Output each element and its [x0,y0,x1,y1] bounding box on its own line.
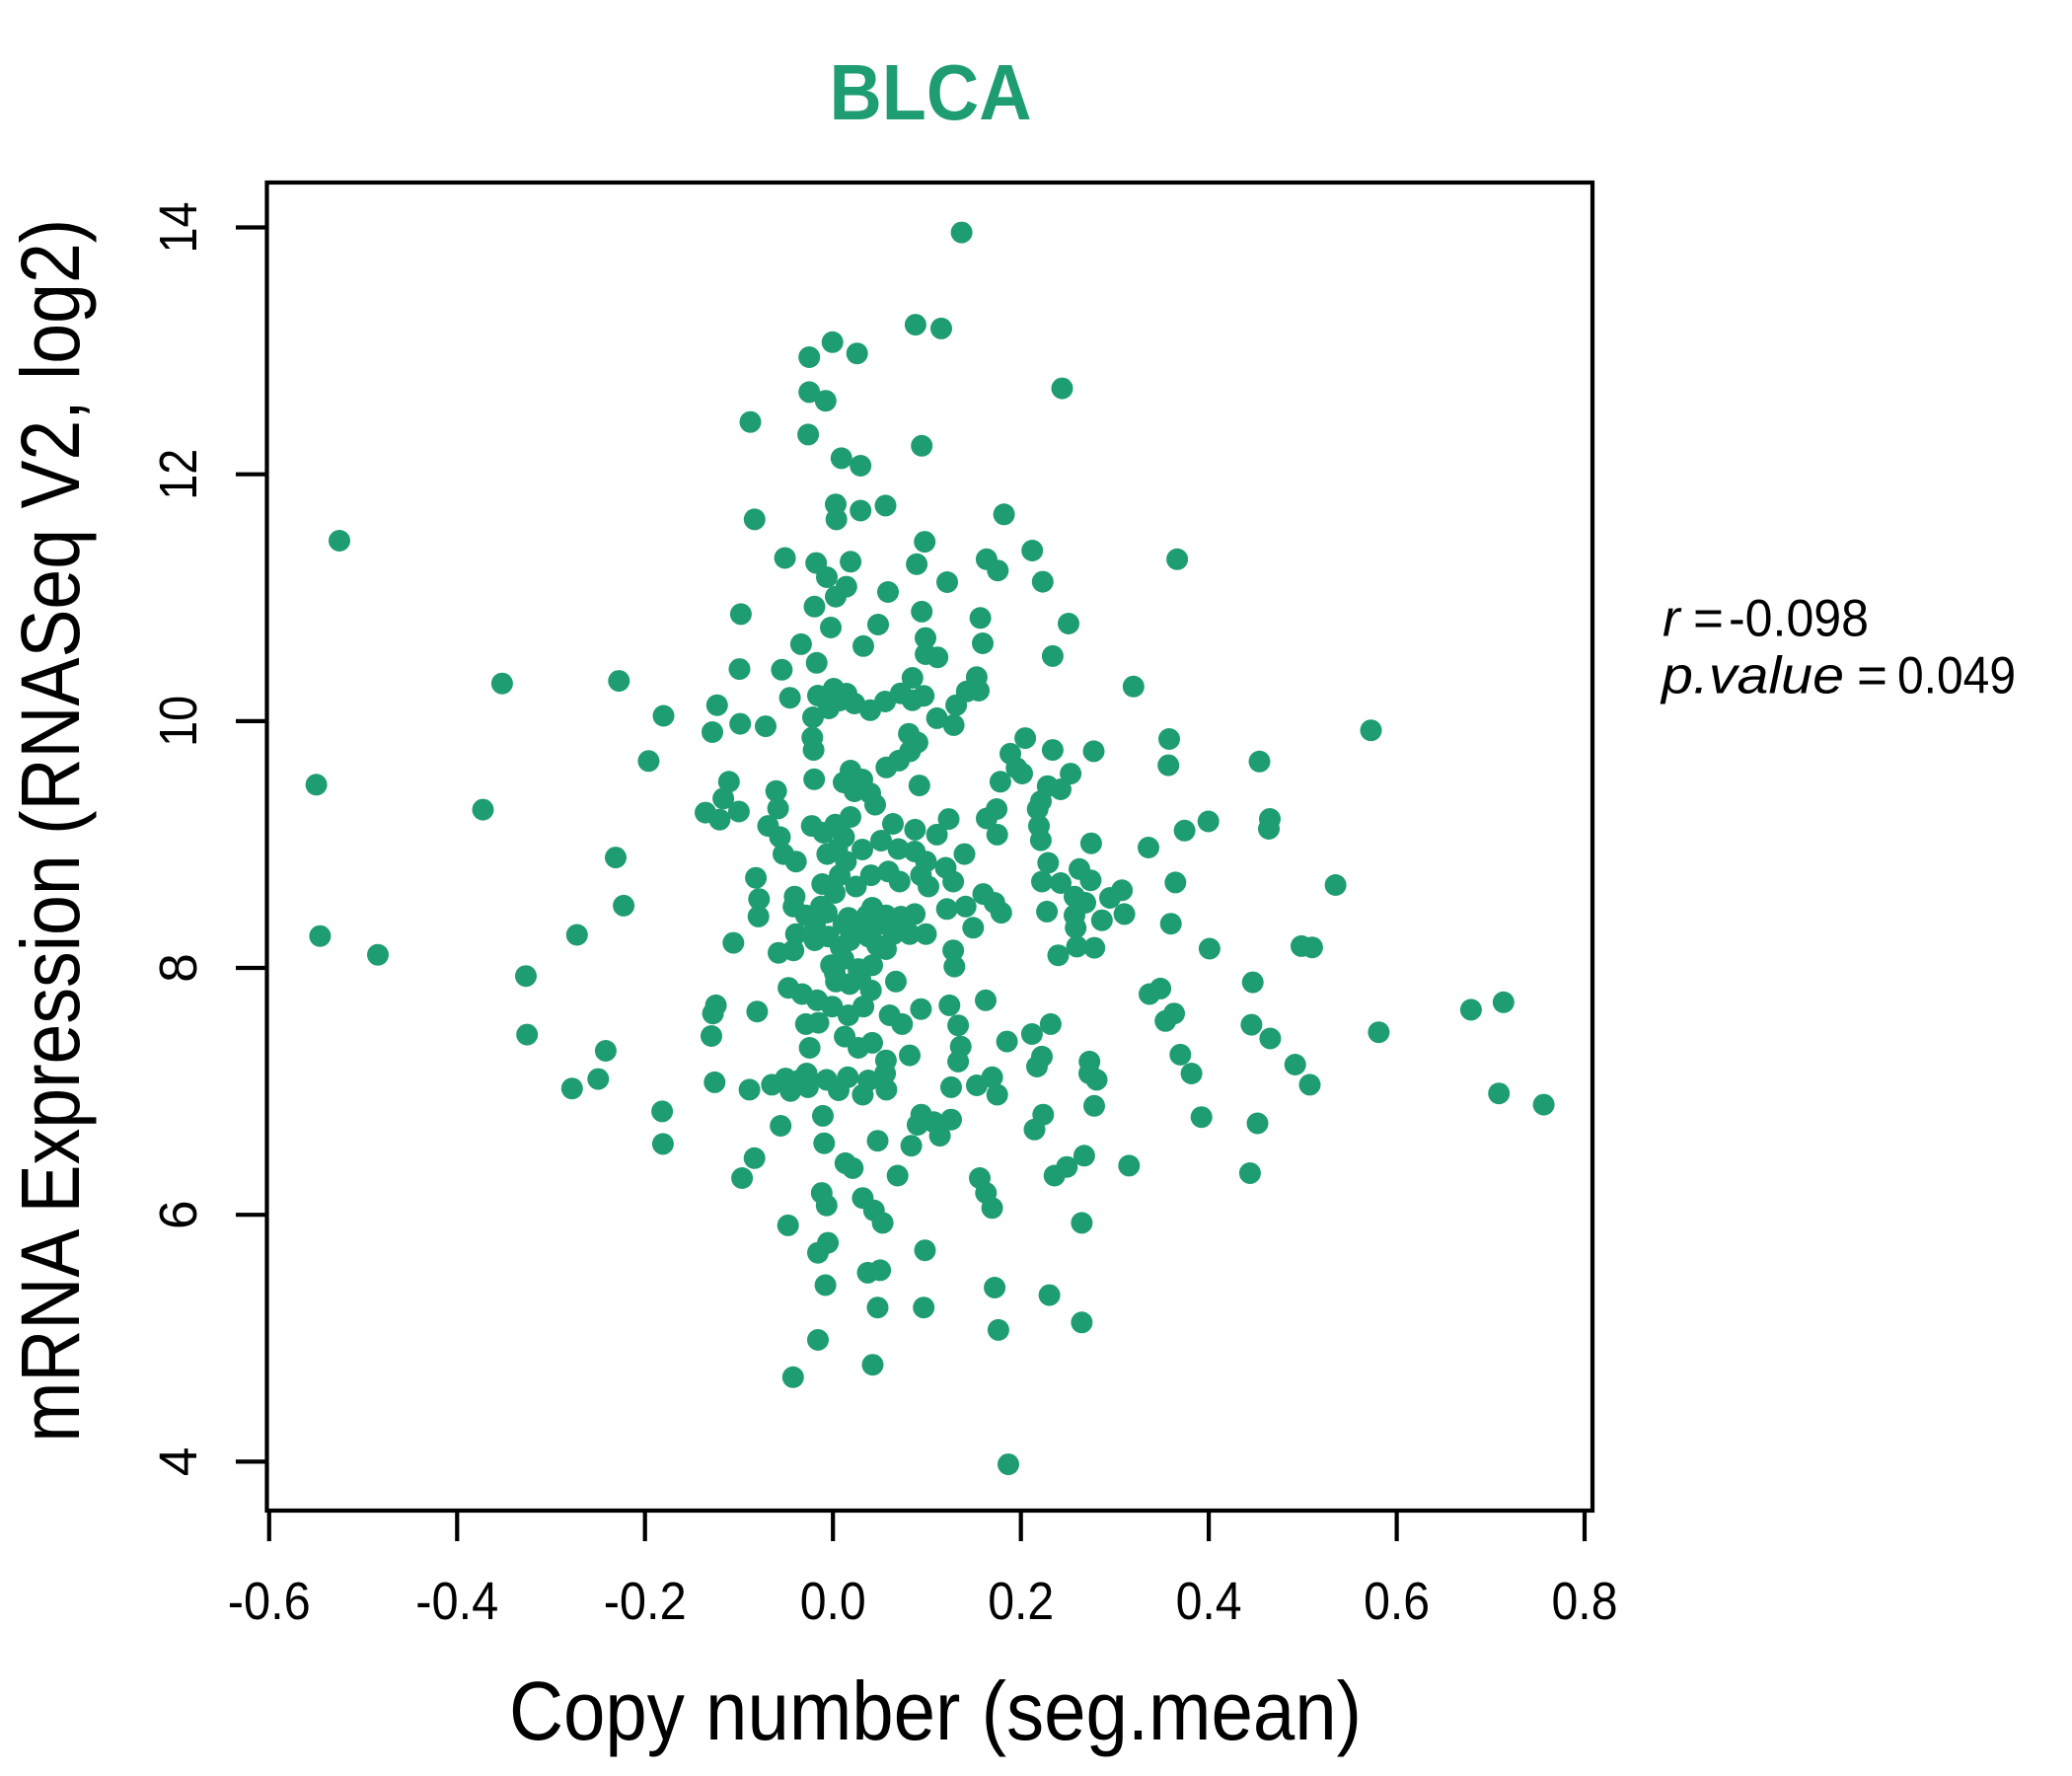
svg-text:-0.6: -0.6 [228,1573,311,1631]
svg-text:0.0: 0.0 [800,1573,866,1631]
svg-text:10: 10 [150,696,208,747]
svg-text:=: = [1693,590,1724,648]
svg-text:4: 4 [150,1447,208,1477]
svg-text:6: 6 [150,1200,208,1229]
svg-text:8: 8 [150,953,208,983]
svg-text:0.4: 0.4 [1176,1573,1242,1631]
svg-text:14: 14 [150,202,208,254]
svg-text:0.6: 0.6 [1364,1573,1430,1631]
svg-text:Copy number (seg.mean): Copy number (seg.mean) [509,1665,1362,1757]
svg-text:0.8: 0.8 [1552,1573,1618,1631]
svg-text:p.value: p.value [1660,647,1844,705]
svg-text:-0.4: -0.4 [415,1573,498,1631]
svg-text:12: 12 [150,449,208,500]
svg-text:BLCA: BLCA [830,48,1032,136]
svg-text:r: r [1663,590,1682,648]
svg-text:-0.098: -0.098 [1729,590,1869,648]
svg-text:0.049: 0.049 [1897,647,2016,705]
svg-text:mRNA Expression (RNASeq V2, lo: mRNA Expression (RNASeq V2, log2) [4,219,97,1443]
svg-text:=: = [1857,647,1887,705]
svg-text:0.2: 0.2 [988,1573,1054,1631]
svg-text:-0.2: -0.2 [604,1573,687,1631]
